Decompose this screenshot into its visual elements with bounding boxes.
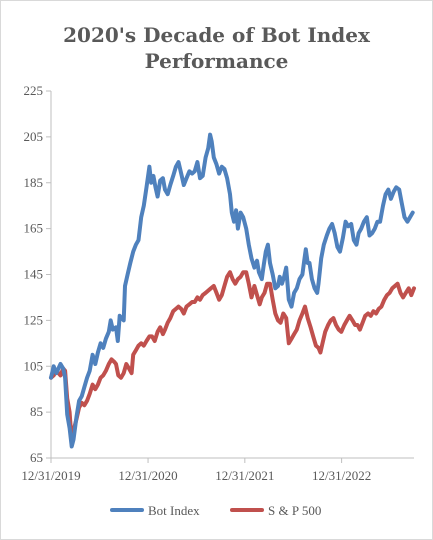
y-tick-label: 105 bbox=[24, 358, 44, 373]
y-tick-label: 125 bbox=[24, 312, 44, 327]
y-tick-label: 145 bbox=[24, 267, 44, 282]
y-tick-label: 85 bbox=[30, 404, 43, 419]
y-tick-label: 165 bbox=[24, 221, 44, 236]
series-line-sp-500 bbox=[49, 270, 416, 444]
legend: Bot Index S & P 500 bbox=[110, 503, 321, 518]
y-tick-label: 185 bbox=[24, 175, 44, 190]
chart-title: 2020's Decade of Bot Index Performance bbox=[0, 22, 433, 74]
x-tick-label: 12/31/2020 bbox=[118, 468, 177, 483]
legend-label: Bot Index bbox=[148, 503, 200, 518]
legend-label: S & P 500 bbox=[268, 503, 321, 518]
y-tick-label: 225 bbox=[24, 83, 44, 98]
x-tick-label: 12/31/2019 bbox=[21, 468, 80, 483]
y-tick-label: 205 bbox=[24, 129, 44, 144]
chart-title-line-1: 2020's Decade of Bot Index bbox=[63, 23, 370, 47]
series-layer bbox=[49, 132, 416, 449]
x-tick-label: 12/31/2022 bbox=[312, 468, 371, 483]
chart-title-line-2: Performance bbox=[144, 49, 289, 73]
y-tick-label: 65 bbox=[30, 450, 43, 465]
axes: 65 85 105 125 145 165 185 205 225 12/31/2019 12/31… bbox=[21, 83, 414, 483]
series-line-bot-index bbox=[49, 132, 415, 449]
x-tick-label: 12/31/2021 bbox=[215, 468, 274, 483]
